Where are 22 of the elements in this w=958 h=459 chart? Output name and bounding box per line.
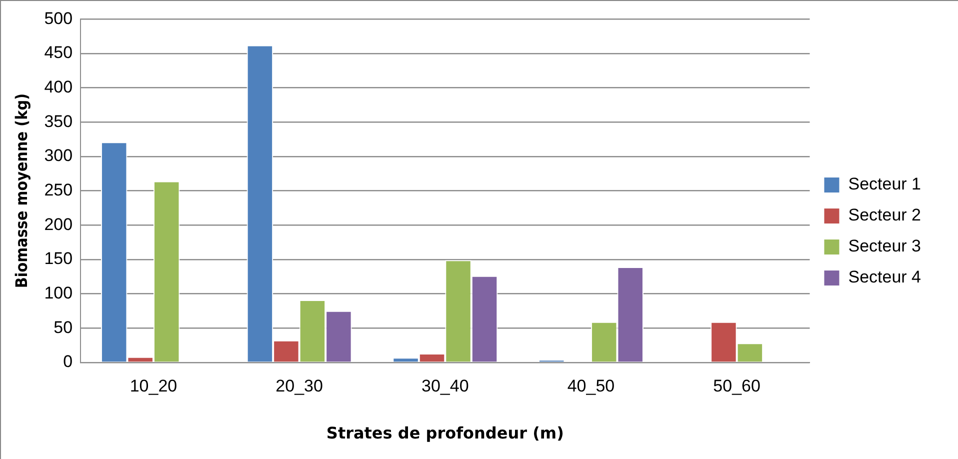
y-tick-label: 150	[44, 249, 73, 268]
y-tick-label: 350	[44, 112, 73, 131]
x-tick-label: 40_50	[567, 376, 615, 396]
y-axis-title: Biomasse moyenne (kg)	[12, 93, 31, 288]
legend-label: Secteur 3	[848, 236, 921, 256]
x-tick-label: 50_60	[713, 376, 760, 396]
x-axis-title: Strates de profondeur (m)	[326, 424, 564, 443]
y-tick-label: 250	[44, 180, 73, 200]
x-tick-label: 10_20	[130, 376, 178, 396]
y-tick-label: 50	[54, 318, 73, 337]
legend-label: Secteur 4	[848, 268, 921, 287]
y-tick-label: 0	[63, 352, 73, 372]
legend-label: Secteur 2	[848, 206, 921, 225]
x-tick-label: 20_30	[276, 376, 323, 396]
y-tick-label: 100	[44, 283, 73, 302]
x-tick-label: 30_40	[422, 376, 469, 396]
y-tick-label: 300	[44, 146, 73, 166]
y-tick-label: 400	[44, 78, 73, 97]
y-tick-label: 200	[44, 214, 73, 234]
y-tick-label: 450	[44, 43, 73, 62]
legend-label: Secteur 1	[848, 174, 921, 194]
y-tick-label: 500	[44, 8, 73, 28]
